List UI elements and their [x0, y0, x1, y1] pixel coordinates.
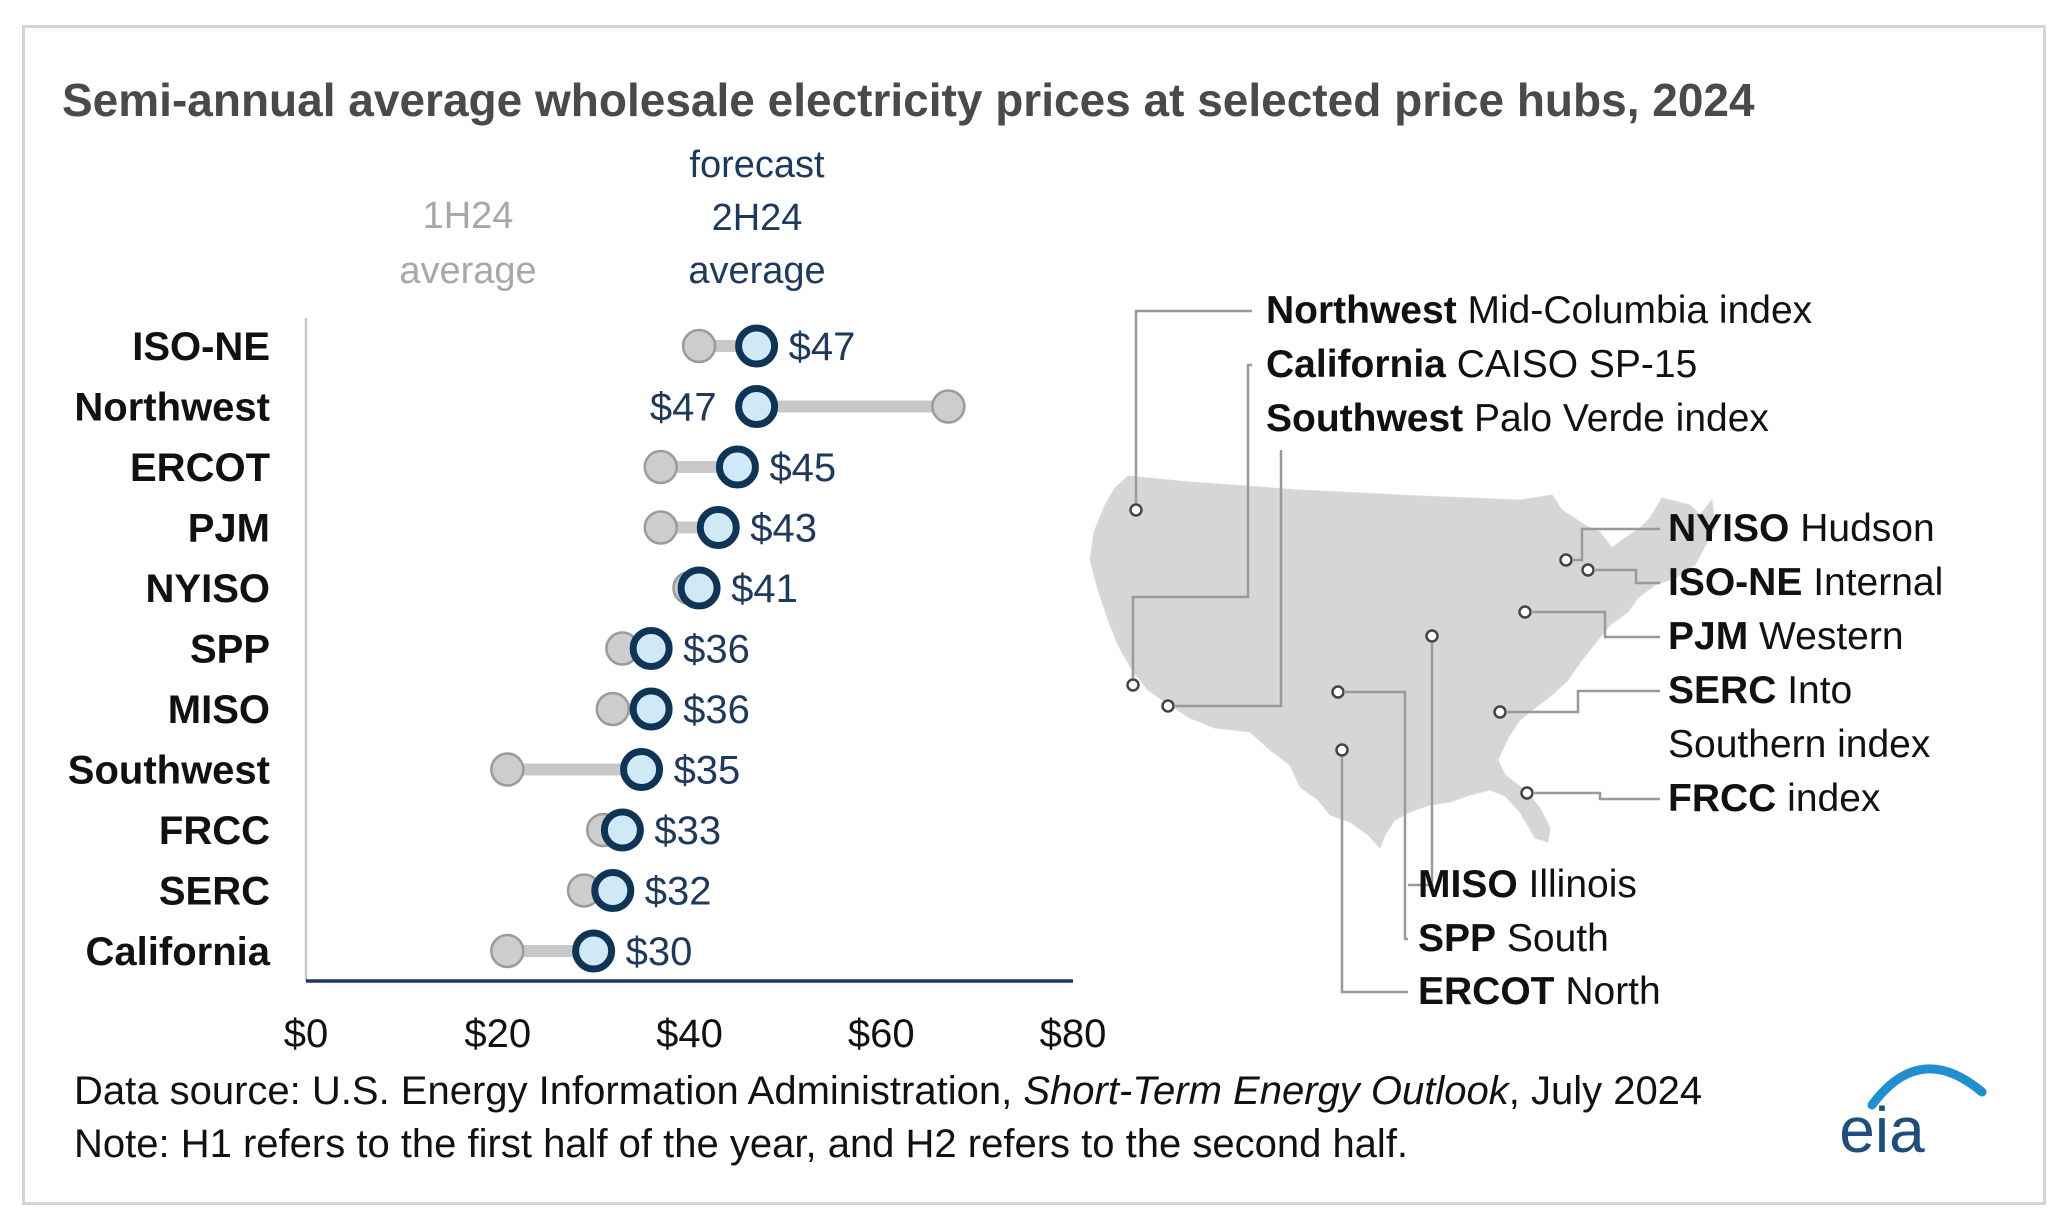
point-1h24: [643, 510, 678, 545]
eia-logo-text: eia: [1839, 1094, 1925, 1166]
value-label-2h24: $36: [683, 628, 750, 672]
hub-leader-line: [1594, 568, 1660, 585]
value-label-2h24: $32: [645, 870, 712, 914]
point-2h24: [629, 627, 673, 670]
chart-title: Semi-annual average wholesale electricit…: [62, 74, 1755, 126]
hub-leader-line: [1408, 643, 1434, 887]
point-1h24: [681, 328, 717, 364]
x-tick-label: $60: [848, 1012, 915, 1056]
hub-leader-line: [1340, 757, 1408, 994]
point-2h24: [696, 506, 740, 549]
value-label-2h24: $41: [731, 567, 798, 611]
value-label-2h24: $36: [683, 688, 750, 732]
point-2h24: [735, 385, 779, 428]
hub-marker-california: [1126, 678, 1140, 692]
x-tick-label: $0: [284, 1012, 329, 1056]
hub-label-isone: ISO-NE Internal: [1668, 561, 1943, 604]
legend-headers: 1H24 average forecast 2H24 average: [399, 144, 825, 292]
hub-label-frcc: FRCC index: [1668, 777, 1881, 820]
value-label-2h24: $43: [750, 507, 817, 551]
category-label: PJM: [188, 507, 270, 551]
x-tick-labels: $0 $20 $40 $60 $80: [284, 1012, 1107, 1056]
point-2h24: [629, 687, 673, 731]
legend-1h24-line1: 1H24: [423, 195, 514, 237]
hub-leader-line: [1531, 610, 1660, 639]
point-1h24: [595, 691, 631, 727]
data-source-note: Data source: U.S. Energy Information Adm…: [74, 1069, 1702, 1113]
category-label: Southwest: [68, 749, 270, 793]
value-label-2h24: $30: [626, 930, 693, 974]
hub-label-serc: SERC Into: [1668, 669, 1852, 712]
chart-frame: [22, 25, 2046, 1205]
point-2h24: [620, 748, 664, 791]
category-label: FRCC: [159, 809, 270, 853]
us-map-shape: [1089, 475, 1716, 849]
x-tick-label: $80: [1040, 1012, 1107, 1056]
hub-leader-line: [1131, 363, 1252, 678]
hub-leader-line: [1506, 689, 1660, 714]
category-label: NYISO: [146, 567, 270, 611]
point-1h24: [643, 449, 678, 485]
point-2h24: [600, 808, 644, 852]
hub-leader-line: [1174, 450, 1283, 708]
value-label-2h24: $35: [674, 749, 741, 793]
hub-leader-line: [1344, 690, 1408, 941]
hub-marker-southwest: [1161, 699, 1175, 713]
x-tick-label: $40: [656, 1012, 723, 1056]
x-tick-label: $20: [464, 1012, 531, 1056]
point-1h24: [490, 933, 525, 969]
hub-marker-frcc: [1520, 786, 1534, 800]
hub-markers: [1126, 503, 1595, 800]
point-1h24: [490, 752, 525, 787]
hub-label-miso: MISO Illinois: [1418, 863, 1637, 906]
category-label: MISO: [168, 688, 270, 732]
legend-2h24-line3: average: [688, 250, 825, 292]
hub-label-northwest: Northwest Mid-Columbia index: [1266, 289, 1813, 332]
point-2h24: [591, 869, 635, 912]
category-label: Northwest: [74, 386, 270, 430]
value-label-2h24: $45: [769, 446, 836, 490]
hub-marker-miso: [1425, 629, 1439, 643]
point-2h24: [677, 566, 721, 610]
point-2h24: [715, 445, 759, 489]
point-1h24: [931, 389, 966, 424]
category-label: ISO-NE: [132, 325, 270, 369]
category-label: SERC: [159, 870, 270, 914]
legend-1h24-line2: average: [399, 250, 536, 292]
value-label-2h24: $47: [650, 386, 717, 430]
hub-leader-lines: [1131, 309, 1660, 994]
hub-leader-line: [1533, 791, 1660, 801]
hub-label-spp: SPP South: [1418, 917, 1609, 960]
category-label: ERCOT: [130, 446, 270, 490]
eia-logo-arc: [1867, 1064, 1987, 1110]
us-map: [1089, 475, 1716, 849]
plot-area: ISO-NE $47 Northwest $47 ERCOT $45 PJM $43 NYISO…: [68, 324, 966, 974]
point-2h24: [572, 929, 616, 973]
hub-marker-isone: [1581, 563, 1595, 577]
hub-marker-nyiso: [1559, 553, 1573, 567]
value-label-2h24: $33: [654, 809, 721, 853]
hub-label-southwest: Southwest Palo Verde index: [1266, 397, 1769, 440]
hub-marker-serc: [1493, 705, 1507, 719]
hub-marker-pjm: [1518, 605, 1532, 619]
hub-marker-northwest: [1129, 503, 1143, 517]
hub-marker-ercot: [1335, 743, 1349, 757]
value-label-2h24: $47: [789, 325, 856, 369]
hub-label-pjm: PJM Western: [1668, 615, 1904, 658]
category-label: California: [86, 930, 271, 974]
footnote: Note: H1 refers to the first half of the…: [74, 1122, 1408, 1166]
hub-label-ercot: ERCOT North: [1418, 970, 1661, 1013]
hub-marker-spp: [1331, 685, 1345, 699]
hub-leader-line: [1572, 527, 1660, 562]
hub-leader-line: [1134, 309, 1252, 503]
legend-2h24-line2: 2H24: [712, 197, 803, 239]
hub-label-nyiso: NYISO Hudson: [1668, 507, 1935, 550]
point-2h24: [735, 324, 779, 368]
hub-label-serc-line2: Southern index: [1668, 723, 1931, 766]
legend-2h24-line1: forecast: [689, 144, 825, 186]
hub-label-california: California CAISO SP-15: [1266, 343, 1697, 386]
eia-logo: eia: [1839, 1064, 1987, 1166]
category-label: SPP: [190, 628, 270, 672]
